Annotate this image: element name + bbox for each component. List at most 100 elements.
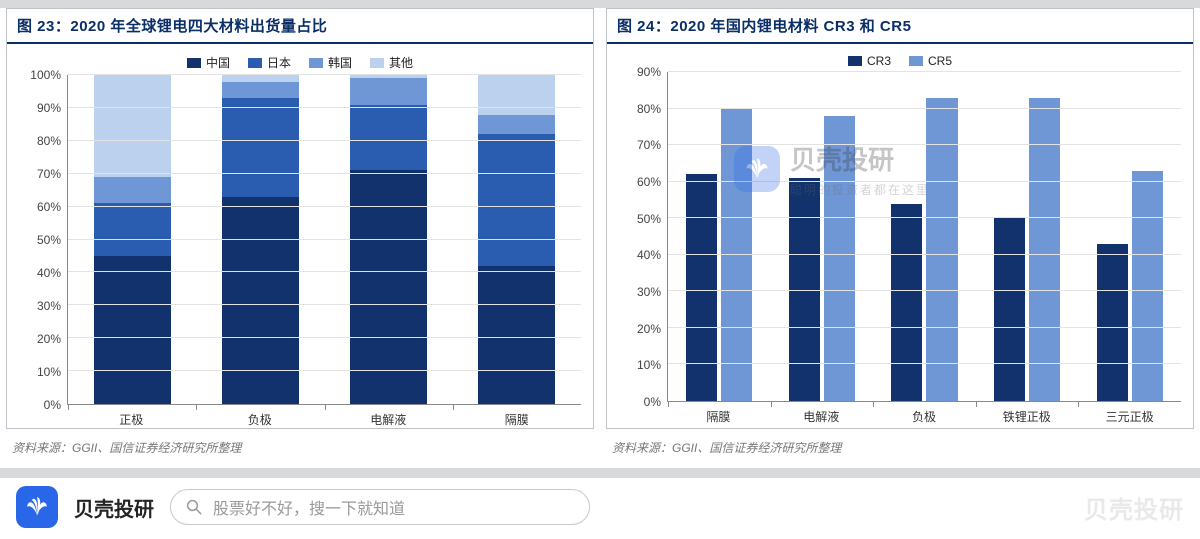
legend-label: CR3 (867, 54, 891, 68)
y-tick-label: 40% (637, 248, 661, 262)
right-bars (668, 72, 1181, 401)
grid-line (668, 181, 1181, 182)
legend-swatch (309, 58, 323, 68)
right-chart-area: CR3CR5 0%10%20%30%40%50%60%70%80%90% 隔膜电… (607, 44, 1193, 428)
bar-segment (350, 105, 427, 171)
left-y-axis: 0%10%20%30%40%50%60%70%80%90%100% (19, 75, 67, 405)
bar-segment (222, 82, 299, 98)
bar-group (883, 72, 965, 401)
left-bars (68, 75, 581, 404)
bar-segment (478, 75, 555, 114)
bar-segment (478, 134, 555, 266)
right-y-axis: 0%10%20%30%40%50%60%70%80%90% (619, 72, 667, 402)
bar (891, 204, 922, 401)
bar-slot (196, 75, 324, 404)
grid-line (68, 74, 581, 75)
x-label: 铁锂正极 (975, 408, 1078, 425)
legend-label: 日本 (267, 54, 291, 71)
y-tick-label: 10% (37, 365, 61, 379)
source-prefix: 资料来源： (612, 441, 672, 455)
y-tick-label: 90% (37, 101, 61, 115)
grid-line (668, 254, 1181, 255)
bar (1132, 171, 1163, 401)
stacked-bar (94, 75, 171, 404)
legend-label: CR5 (928, 54, 952, 68)
legend-label: 其他 (389, 54, 413, 71)
bar (994, 218, 1025, 401)
bar (926, 98, 957, 401)
grid-line (68, 239, 581, 240)
legend-swatch (187, 58, 201, 68)
x-label: 负极 (196, 411, 325, 428)
source-text: GGII、国信证券经济研究所整理 (72, 441, 241, 455)
bar-segment (222, 98, 299, 197)
right-chart-legend: CR3 CR5 (619, 48, 1181, 72)
top-divider (0, 0, 1200, 8)
x-label: 隔膜 (667, 408, 770, 425)
left-chart-panel: 图 23：2020 年全球锂电四大材料出货量占比 中国 日本 韩国 其他 0%10%2… (6, 8, 594, 429)
x-label: 三元正极 (1078, 408, 1181, 425)
stacked-bar (478, 75, 555, 404)
bar (721, 109, 752, 401)
bar-segment (94, 177, 171, 203)
x-label: 电解液 (770, 408, 873, 425)
bar-segment (94, 256, 171, 404)
brand-watermark-right: 贝壳投研 (1084, 490, 1184, 525)
bar-segment (222, 197, 299, 404)
y-tick-label: 10% (637, 358, 661, 372)
grid-line (668, 327, 1181, 328)
x-label: 隔膜 (453, 411, 582, 428)
right-source: 资料来源：GGII、国信证券经济研究所整理 (606, 429, 1194, 466)
legend-swatch (848, 56, 862, 66)
left-plot-wrap: 0%10%20%30%40%50%60%70%80%90%100% (19, 75, 581, 405)
source-text: GGII、国信证券经济研究所整理 (672, 441, 841, 455)
y-tick-label: 60% (37, 200, 61, 214)
y-tick-label: 70% (637, 138, 661, 152)
bar-segment (94, 203, 171, 256)
shell-fan-icon (24, 494, 50, 520)
legend-item: 中国 (187, 54, 230, 71)
bar-slot (873, 72, 976, 401)
y-tick-label: 20% (637, 322, 661, 336)
left-chart-title: 图 23：2020 年全球锂电四大材料出货量占比 (7, 9, 593, 44)
bar-segment (478, 266, 555, 404)
grid-line (668, 217, 1181, 218)
y-tick-label: 100% (30, 68, 61, 82)
bar-slot (453, 75, 581, 404)
legend-label: 韩国 (328, 54, 352, 71)
legend-item: CR3 (848, 54, 891, 68)
bar-slot (668, 72, 771, 401)
bar (686, 174, 717, 401)
legend-swatch (248, 58, 262, 68)
y-tick-label: 40% (37, 266, 61, 280)
source-row: 资料来源：GGII、国信证券经济研究所整理 资料来源：GGII、国信证券经济研究… (0, 429, 1200, 466)
left-chart-area: 中国 日本 韩国 其他 0%10%20%30%40%50%60%70%80%90%10… (7, 44, 593, 428)
search-input[interactable]: 股票好不好，搜一下就知道 (170, 489, 590, 525)
x-label: 电解液 (324, 411, 453, 428)
x-label: 正极 (67, 411, 196, 428)
bar-group (986, 72, 1068, 401)
search-icon (185, 498, 203, 516)
grid-line (68, 271, 581, 272)
grid-line (68, 370, 581, 371)
bottom-bar: 贝壳投研 股票好不好，搜一下就知道 贝壳投研 (0, 478, 1200, 536)
left-chart-legend: 中国 日本 韩国 其他 (19, 48, 581, 75)
bar (824, 116, 855, 401)
bar-slot (68, 75, 196, 404)
legend-item: CR5 (909, 54, 952, 68)
grid-line (68, 206, 581, 207)
bar-segment (478, 115, 555, 135)
bar-group (678, 72, 760, 401)
charts-row: 图 23：2020 年全球锂电四大材料出货量占比 中国 日本 韩国 其他 0%10%2… (0, 8, 1200, 429)
grid-line (68, 337, 581, 338)
legend-item: 日本 (248, 54, 291, 71)
grid-line (68, 140, 581, 141)
left-plot (67, 75, 581, 405)
grid-line (668, 144, 1181, 145)
bar-segment (350, 78, 427, 104)
legend-label: 中国 (206, 54, 230, 71)
source-prefix: 资料来源： (12, 441, 72, 455)
legend-swatch (370, 58, 384, 68)
search-placeholder: 股票好不好，搜一下就知道 (213, 495, 405, 519)
y-tick-label: 60% (637, 175, 661, 189)
